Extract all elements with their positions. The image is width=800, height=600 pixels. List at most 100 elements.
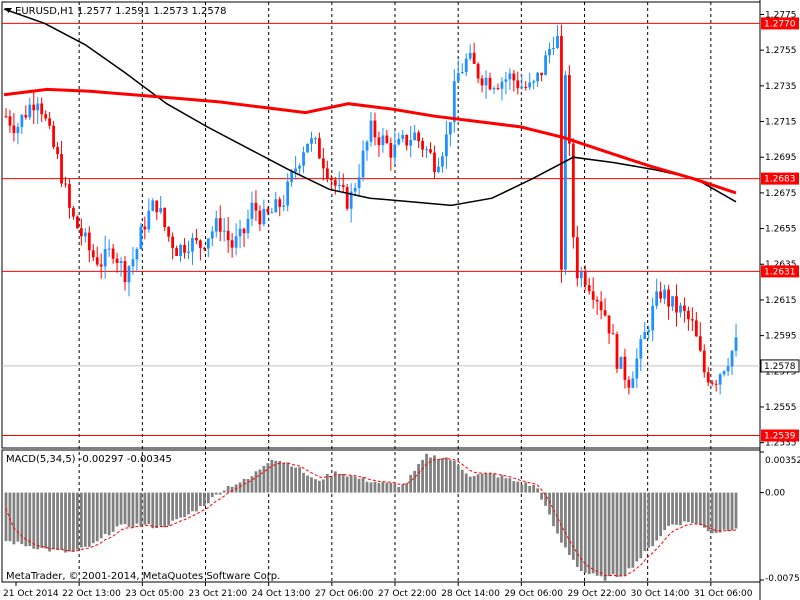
macd-bar <box>242 478 246 493</box>
macd-bar <box>377 483 381 493</box>
candle-body <box>369 120 373 142</box>
candle-body <box>683 305 686 311</box>
candle-body <box>32 104 36 111</box>
dropdown-arrow-icon[interactable] <box>5 8 12 13</box>
candle-body <box>413 132 417 141</box>
macd-bar <box>187 492 190 515</box>
price-tick-label: 1.2715 <box>765 118 797 128</box>
macd-bar <box>492 473 496 493</box>
candle-body <box>325 168 329 179</box>
moving-averages <box>3 8 737 207</box>
level-price-box <box>761 172 799 185</box>
candle-body <box>611 333 615 335</box>
macd-panel <box>4 453 738 581</box>
candle-body <box>726 366 730 372</box>
candle-body <box>587 285 591 292</box>
macd-bar <box>381 482 385 493</box>
candle-body <box>433 152 436 173</box>
macd-bar <box>238 482 242 493</box>
candle-body <box>337 184 341 186</box>
candle-body <box>504 79 508 82</box>
macd-bar <box>222 490 226 493</box>
candle-body <box>318 138 321 159</box>
candle-body <box>441 156 444 167</box>
candle-body <box>520 86 524 89</box>
macd-bar <box>619 492 623 577</box>
candle-body <box>60 154 63 184</box>
candle-body <box>599 301 603 311</box>
macd-bar <box>103 492 107 534</box>
macd-bar <box>286 462 290 493</box>
candle-body <box>322 158 325 169</box>
macd-bar <box>710 492 714 534</box>
candle-body <box>357 177 361 188</box>
macd-bar <box>175 492 178 520</box>
macd-bar <box>595 492 599 576</box>
macd-bar <box>417 463 420 493</box>
candle-body <box>702 350 706 373</box>
price-tick-label: 1.2775 <box>765 10 797 20</box>
candle-body <box>64 183 67 185</box>
macd-bar <box>714 492 718 533</box>
candle-body <box>250 202 254 219</box>
macd-bar <box>214 492 218 495</box>
price-tick-label: 1.2595 <box>765 332 797 342</box>
price-tick-label: 1.2675 <box>765 189 797 199</box>
macd-bar <box>52 492 55 550</box>
macd-bar <box>365 481 369 493</box>
macd-bar <box>123 492 127 525</box>
macd-bar <box>24 492 28 547</box>
time-tick-label: 27 Oct 06:00 <box>315 589 374 599</box>
price-axis: 1.2775 1.2755 1.2735 1.2715 1.2695 1.2675 1.26… <box>760 10 800 584</box>
candle-body <box>28 104 32 118</box>
candle-body <box>191 237 194 252</box>
candle-body <box>373 120 377 138</box>
price-tick-label: 1.2655 <box>765 225 797 235</box>
level-price-box <box>761 265 799 278</box>
macd-bar <box>556 492 559 534</box>
macd-bar <box>393 483 397 493</box>
macd-bar <box>302 472 305 493</box>
macd-bar <box>437 459 440 493</box>
candle-body <box>333 180 337 186</box>
candle-body <box>536 72 540 82</box>
macd-bar <box>99 492 103 539</box>
macd-bar <box>397 486 401 493</box>
macd-bar <box>206 492 210 504</box>
candle-body <box>540 72 543 75</box>
macd-bar <box>571 492 575 560</box>
candle-body <box>353 187 357 192</box>
candle-body <box>195 237 198 241</box>
macd-signal-line <box>5 457 737 577</box>
macd-bar <box>433 455 436 493</box>
candle-body <box>694 320 698 337</box>
candle-body <box>95 257 99 265</box>
candle-body <box>401 135 405 139</box>
candle-body <box>302 152 305 166</box>
candle-body <box>83 232 87 237</box>
macd-bar <box>278 461 282 493</box>
macd-bar <box>718 492 722 533</box>
candle-body <box>425 149 428 151</box>
macd-bar <box>635 492 639 562</box>
candle-body <box>214 218 218 232</box>
candle-body <box>218 218 222 232</box>
candle-body <box>282 205 286 207</box>
candle-body <box>12 125 16 134</box>
macd-tick-label: 0.00352 <box>765 456 800 466</box>
macd-bar <box>532 485 536 493</box>
macd-bar <box>171 492 175 521</box>
macd-bar <box>64 492 67 553</box>
candle-body <box>341 184 345 188</box>
candle-body <box>607 315 611 334</box>
candle-body <box>242 228 246 234</box>
candle-body <box>36 103 40 111</box>
macd-bar <box>318 480 321 493</box>
macd-bar <box>452 460 456 493</box>
macd-bar <box>484 473 488 493</box>
candle-body <box>472 52 476 64</box>
candle-body <box>151 200 155 211</box>
macd-tick-label: -0.00758 <box>765 574 800 584</box>
candle-body <box>718 374 722 385</box>
